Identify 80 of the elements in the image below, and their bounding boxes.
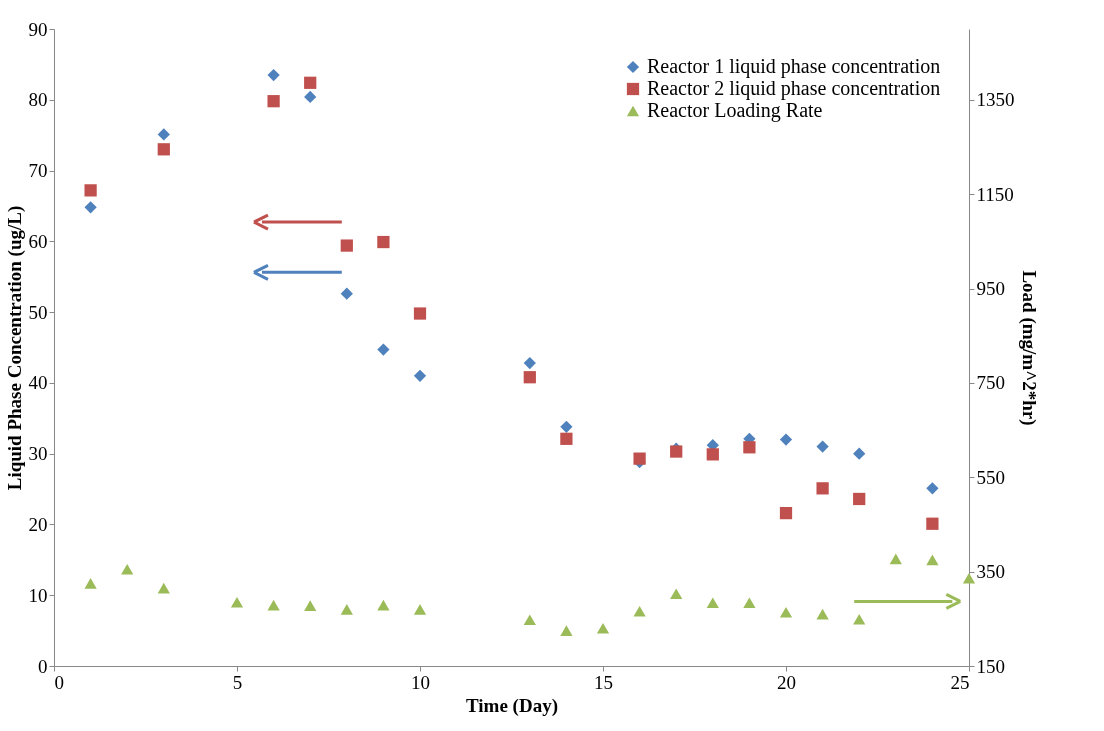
y2-tick-label: 1150 [976,183,1014,205]
point [157,143,170,156]
point [340,287,353,300]
point [816,608,829,620]
point [413,307,427,320]
y-tick-label: 20 [28,513,48,535]
point [523,356,536,370]
point [304,600,317,611]
point [779,507,793,520]
point [84,184,97,197]
point [230,597,244,608]
point [304,76,317,89]
point [853,613,866,625]
point [926,482,939,495]
point [340,239,353,252]
y-tick-label: 30 [28,443,48,465]
point [962,572,976,584]
point [377,235,390,249]
legend-label: Reactor 1 liquid phase concentration [647,55,941,78]
y-axis-title: Liquid Phase Concentration (ug/L) [3,205,26,491]
point [377,599,390,611]
point [377,343,390,356]
point [523,371,536,384]
point [743,597,756,609]
y2-tick-label: 950 [976,278,1005,300]
point [706,448,719,461]
point [157,128,170,141]
x-tick-label: 5 [232,671,243,693]
point [816,482,829,495]
point [670,588,683,600]
y-tick-label: 60 [28,230,48,252]
y-tick-label: 40 [28,372,48,394]
x-axis-title: Time (Day) [466,694,558,717]
point [121,563,134,575]
point [816,440,829,453]
point [779,606,793,618]
point [340,604,353,615]
point [853,447,866,460]
legend-label: Reactor 2 liquid phase concentration [647,77,941,100]
point [560,625,573,636]
point [926,517,939,530]
y2-axis-title: Load (mg/m^2*hr) [1017,270,1040,426]
point [157,582,170,594]
point [84,201,97,214]
legend-label: Reactor Loading Rate [647,99,823,122]
y-tick-label: 50 [28,301,48,323]
point [596,622,610,634]
point [779,433,793,446]
y2-tick-label: 150 [976,655,1005,677]
point [304,90,317,104]
point [413,369,427,382]
point [523,614,536,626]
x-tick-label: 15 [594,671,613,693]
x-tick-label: 0 [54,671,64,693]
y2-tick-label: 1350 [976,89,1015,111]
point [853,492,866,506]
x-tick-label: 25 [950,671,970,693]
y-tick-label: 90 [28,18,48,40]
y2-tick-label: 350 [976,561,1005,583]
point [633,605,646,617]
point [560,420,573,433]
point [267,68,280,82]
point [267,599,280,611]
y-tick-label: 0 [38,655,48,677]
y-tick-label: 70 [28,160,48,182]
point [706,597,719,609]
point [267,95,280,108]
y2-tick-label: 550 [976,466,1005,488]
x-tick-label: 10 [411,671,430,693]
point [84,578,97,589]
y-tick-label: 80 [28,89,48,111]
point [560,432,573,445]
point [926,554,939,566]
x-tick-label: 20 [777,671,796,693]
point [413,604,427,615]
point [889,553,902,565]
point [633,452,646,465]
y2-tick-label: 750 [976,372,1005,394]
point [743,441,756,454]
y-tick-label: 10 [28,584,48,606]
